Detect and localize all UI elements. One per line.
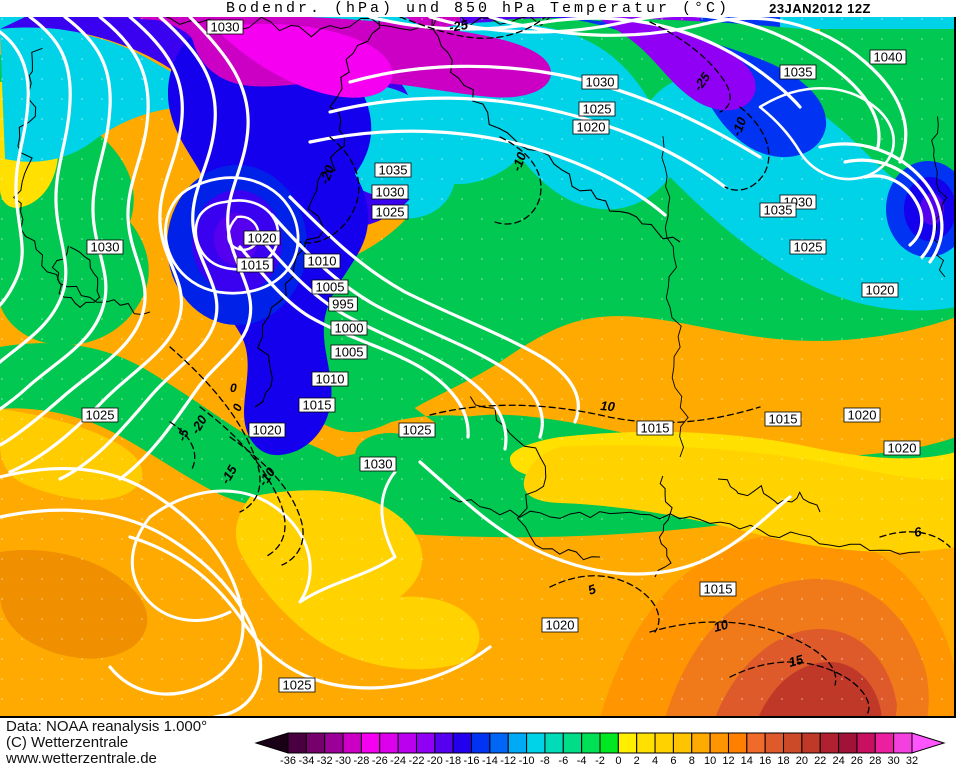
svg-text:1030: 1030 xyxy=(586,75,615,90)
svg-text:-4: -4 xyxy=(577,755,587,767)
svg-text:-34: -34 xyxy=(298,755,314,767)
svg-text:1035: 1035 xyxy=(379,163,408,178)
svg-text:1040: 1040 xyxy=(874,50,903,65)
svg-text:14: 14 xyxy=(741,755,753,767)
svg-text:16: 16 xyxy=(759,755,771,767)
svg-text:10: 10 xyxy=(704,755,716,767)
svg-text:1025: 1025 xyxy=(794,240,823,255)
svg-text:2: 2 xyxy=(634,755,640,767)
svg-text:-8: -8 xyxy=(540,755,550,767)
svg-text:1025: 1025 xyxy=(283,678,312,693)
svg-text:1020: 1020 xyxy=(866,283,895,298)
svg-text:1005: 1005 xyxy=(335,345,364,360)
svg-text:1020: 1020 xyxy=(577,120,606,135)
svg-text:1015: 1015 xyxy=(704,582,733,597)
svg-text:1020: 1020 xyxy=(253,423,282,438)
svg-text:32: 32 xyxy=(906,755,918,767)
svg-text:20: 20 xyxy=(796,755,808,767)
svg-text:0: 0 xyxy=(230,381,237,395)
svg-text:6: 6 xyxy=(670,755,676,767)
svg-text:8: 8 xyxy=(689,755,695,767)
svg-text:1015: 1015 xyxy=(303,398,332,413)
svg-text:1010: 1010 xyxy=(316,372,345,387)
svg-text:1020: 1020 xyxy=(546,618,575,633)
svg-text:1030: 1030 xyxy=(91,240,120,255)
svg-text:1020: 1020 xyxy=(848,408,877,423)
svg-text:-14: -14 xyxy=(482,755,498,767)
svg-text:1030: 1030 xyxy=(211,20,240,35)
svg-text:1015: 1015 xyxy=(641,421,670,436)
svg-text:1035: 1035 xyxy=(784,65,813,80)
svg-text:-18: -18 xyxy=(445,755,461,767)
svg-text:-28: -28 xyxy=(353,755,369,767)
svg-text:-30: -30 xyxy=(335,755,351,767)
svg-text:1030: 1030 xyxy=(376,185,405,200)
svg-text:1005: 1005 xyxy=(316,280,345,295)
svg-text:-12: -12 xyxy=(500,755,516,767)
svg-text:22: 22 xyxy=(814,755,826,767)
svg-text:1025: 1025 xyxy=(403,423,432,438)
svg-text:12: 12 xyxy=(722,755,734,767)
svg-text:-26: -26 xyxy=(372,755,388,767)
svg-text:-32: -32 xyxy=(317,755,333,767)
svg-text:1030: 1030 xyxy=(364,457,393,472)
svg-text:1035: 1035 xyxy=(764,203,793,218)
svg-text:1020: 1020 xyxy=(248,231,277,246)
svg-text:-24: -24 xyxy=(390,755,406,767)
svg-text:24: 24 xyxy=(832,755,844,767)
svg-text:1025: 1025 xyxy=(86,408,115,423)
svg-text:995: 995 xyxy=(332,297,354,312)
svg-text:30: 30 xyxy=(887,755,899,767)
svg-text:1010: 1010 xyxy=(308,254,337,269)
svg-text:-20: -20 xyxy=(427,755,443,767)
svg-text:26: 26 xyxy=(851,755,863,767)
svg-text:-22: -22 xyxy=(409,755,425,767)
svg-text:1015: 1015 xyxy=(241,258,270,273)
svg-text:-10: -10 xyxy=(519,755,535,767)
svg-text:0: 0 xyxy=(615,755,621,767)
svg-text:-6: -6 xyxy=(558,755,568,767)
svg-text:1025: 1025 xyxy=(583,102,612,117)
svg-text:28: 28 xyxy=(869,755,881,767)
svg-text:18: 18 xyxy=(777,755,789,767)
svg-text:4: 4 xyxy=(652,755,658,767)
svg-text:-36: -36 xyxy=(280,755,296,767)
svg-text:10: 10 xyxy=(600,398,616,414)
svg-text:1020: 1020 xyxy=(888,441,917,456)
svg-text:-2: -2 xyxy=(595,755,605,767)
svg-text:1000: 1000 xyxy=(335,321,364,336)
svg-text:1025: 1025 xyxy=(376,205,405,220)
svg-text:-16: -16 xyxy=(464,755,480,767)
svg-text:1015: 1015 xyxy=(769,412,798,427)
